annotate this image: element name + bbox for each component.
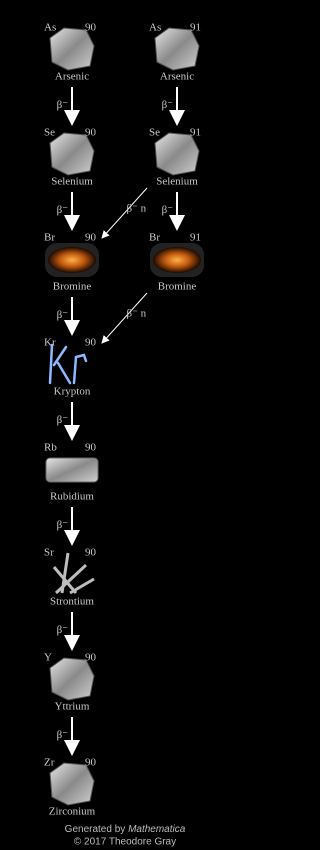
element-name: Selenium	[156, 176, 198, 188]
element-name: Bromine	[158, 281, 197, 293]
element-mass: 90	[85, 127, 97, 139]
page: Generated by Mathematica © 2017 Theodore…	[44, 21, 204, 848]
element-name: Arsenic	[55, 71, 89, 83]
element-name: Yttrium	[55, 701, 90, 713]
element-image	[154, 27, 200, 71]
element-symbol: Sr	[44, 547, 54, 559]
element-name: Strontium	[50, 596, 94, 608]
element-node: As 91 Arsenic	[149, 22, 201, 83]
element-node: Se 90 Selenium	[44, 127, 97, 188]
decay-label: β⁻	[162, 99, 174, 111]
element-symbol: Br	[149, 232, 160, 244]
footer-copyright: © 2017 Theodore Gray	[74, 837, 176, 848]
element-glow	[48, 247, 96, 273]
element-node: Zr 90 Zirconium	[44, 757, 97, 818]
element-name: Zirconium	[49, 806, 96, 818]
element-mass: 91	[190, 22, 201, 34]
element-node: Y 90 Yttrium	[44, 652, 97, 713]
element-mass: 90	[85, 337, 97, 349]
element-symbol: Se	[44, 127, 55, 139]
element-symbol: As	[44, 22, 56, 34]
decay-arrow	[101, 292, 148, 344]
element-image	[49, 27, 95, 71]
element-mass: 91	[190, 232, 201, 244]
element-mass: 90	[85, 547, 97, 559]
decay-label: β⁻	[57, 309, 69, 321]
element-symbol: Kr	[44, 337, 56, 349]
element-node: Br 90 Bromine	[44, 232, 99, 293]
element-node: Rb 90 Rubidium	[44, 442, 99, 503]
decay-label: β⁻	[57, 624, 69, 636]
element-glow	[153, 247, 201, 273]
element-symbol: As	[149, 22, 161, 34]
decay-label: β⁻	[162, 204, 174, 216]
element-symbol: Zr	[44, 757, 55, 769]
element-image	[49, 762, 95, 806]
element-mass: 90	[85, 652, 97, 664]
element-mass: 90	[85, 232, 97, 244]
element-name: Rubidium	[50, 491, 94, 503]
element-name: Bromine	[53, 281, 92, 293]
element-image	[45, 457, 99, 483]
element-node: Br 91 Bromine	[149, 232, 204, 293]
decay-label: β⁻	[57, 204, 69, 216]
element-name: Selenium	[51, 176, 93, 188]
element-mass: 91	[190, 127, 201, 139]
element-mass: 90	[85, 757, 97, 769]
element-node: Se 91 Selenium	[149, 127, 201, 188]
element-mass: 90	[85, 442, 97, 454]
element-symbol: Br	[44, 232, 55, 244]
decay-label: β⁻	[57, 519, 69, 531]
element-image	[49, 657, 95, 701]
element-node: Sr 90 Strontium	[44, 547, 97, 608]
element-symbol: Rb	[44, 442, 57, 454]
element-symbol: Y	[44, 652, 52, 664]
decay-arrow	[101, 187, 148, 239]
decay-label: β⁻	[57, 414, 69, 426]
element-node: Kr 90 Krypton	[44, 337, 97, 398]
decay-label: β⁻	[57, 99, 69, 111]
footer-generated: Generated by Mathematica	[65, 824, 186, 835]
decay-label: β⁻ n	[127, 203, 147, 215]
element-image	[52, 552, 95, 595]
decay-label: β⁻	[57, 729, 69, 741]
element-name: Arsenic	[160, 71, 194, 83]
element-image	[49, 132, 95, 176]
element-mass: 90	[85, 22, 97, 34]
element-image	[48, 343, 88, 385]
decay-diagram: Generated by Mathematica © 2017 Theodore…	[44, 22, 204, 848]
element-node: As 90 Arsenic	[44, 22, 97, 83]
element-name: Krypton	[54, 386, 91, 398]
element-symbol: Se	[149, 127, 160, 139]
element-image	[154, 132, 200, 176]
decay-label: β⁻ n	[127, 308, 147, 320]
